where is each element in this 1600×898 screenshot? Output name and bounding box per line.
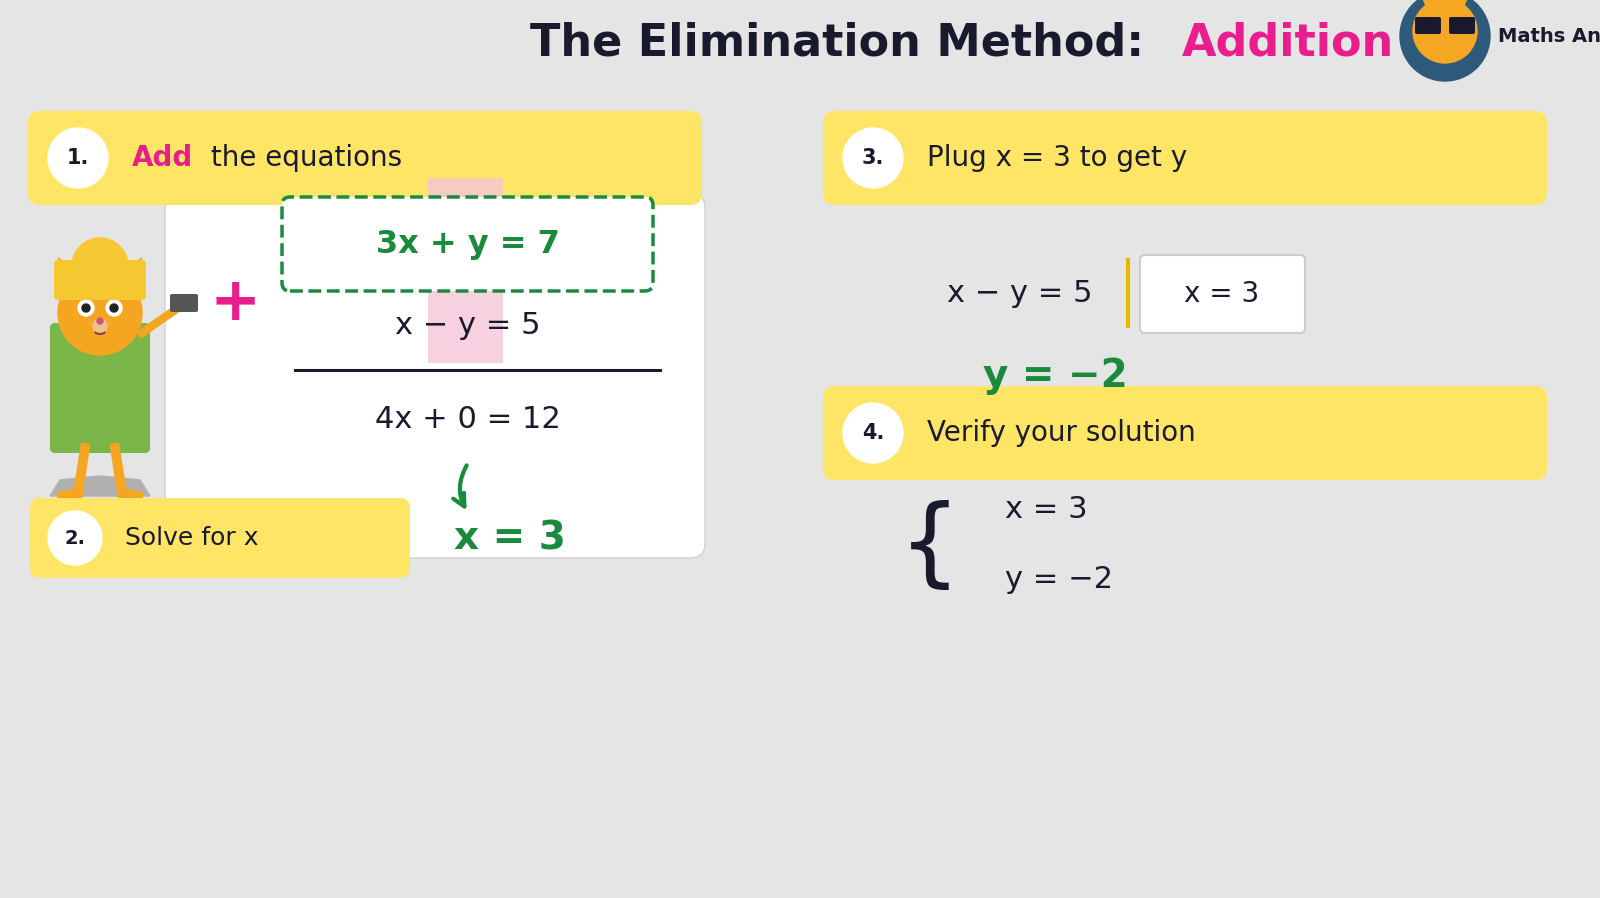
Text: x = 3: x = 3 bbox=[1005, 496, 1088, 524]
FancyBboxPatch shape bbox=[429, 178, 502, 363]
Text: 2.: 2. bbox=[64, 529, 85, 548]
FancyBboxPatch shape bbox=[822, 111, 1547, 205]
Circle shape bbox=[1400, 0, 1490, 81]
FancyBboxPatch shape bbox=[30, 498, 410, 578]
Circle shape bbox=[843, 403, 902, 463]
Circle shape bbox=[82, 304, 90, 312]
Circle shape bbox=[1450, 21, 1461, 31]
Polygon shape bbox=[112, 258, 142, 286]
Text: {: { bbox=[899, 499, 962, 593]
Polygon shape bbox=[1450, 0, 1474, 8]
Text: Add: Add bbox=[131, 144, 194, 172]
Text: Solve for x: Solve for x bbox=[125, 526, 259, 550]
Circle shape bbox=[843, 128, 902, 188]
FancyBboxPatch shape bbox=[1139, 255, 1306, 333]
FancyBboxPatch shape bbox=[822, 386, 1547, 480]
Circle shape bbox=[1432, 23, 1437, 29]
Text: Addition: Addition bbox=[1182, 22, 1394, 65]
FancyBboxPatch shape bbox=[1450, 17, 1475, 34]
Text: y = −2: y = −2 bbox=[1005, 566, 1114, 594]
FancyBboxPatch shape bbox=[50, 323, 150, 453]
Text: y = −2: y = −2 bbox=[982, 357, 1128, 395]
Text: Maths Angel: Maths Angel bbox=[1498, 27, 1600, 46]
FancyBboxPatch shape bbox=[170, 294, 198, 312]
FancyBboxPatch shape bbox=[54, 260, 146, 300]
FancyBboxPatch shape bbox=[165, 193, 706, 558]
Polygon shape bbox=[50, 476, 150, 496]
Circle shape bbox=[48, 511, 102, 565]
Text: +: + bbox=[210, 274, 261, 332]
Text: x − y = 5: x − y = 5 bbox=[395, 312, 541, 340]
FancyArrowPatch shape bbox=[453, 465, 467, 506]
Circle shape bbox=[110, 304, 118, 312]
Circle shape bbox=[1429, 21, 1440, 31]
Text: 4x + 0 = 12: 4x + 0 = 12 bbox=[374, 406, 562, 435]
Text: The Elimination Method:: The Elimination Method: bbox=[530, 22, 1160, 65]
Circle shape bbox=[58, 271, 142, 355]
FancyBboxPatch shape bbox=[1414, 17, 1442, 34]
Circle shape bbox=[98, 318, 102, 324]
Polygon shape bbox=[58, 258, 88, 286]
Circle shape bbox=[1453, 23, 1458, 29]
Circle shape bbox=[72, 238, 128, 294]
Text: 1.: 1. bbox=[67, 148, 90, 168]
Text: 3.: 3. bbox=[862, 148, 885, 168]
Text: Plug x = 3 to get y: Plug x = 3 to get y bbox=[926, 144, 1187, 172]
Circle shape bbox=[93, 319, 107, 333]
Polygon shape bbox=[1418, 0, 1440, 8]
Circle shape bbox=[78, 300, 94, 316]
Text: x = 3: x = 3 bbox=[454, 519, 566, 557]
Circle shape bbox=[48, 128, 109, 188]
Circle shape bbox=[1413, 0, 1477, 63]
Text: 3x + y = 7: 3x + y = 7 bbox=[376, 228, 560, 260]
Text: x = 3: x = 3 bbox=[1184, 280, 1259, 308]
FancyBboxPatch shape bbox=[282, 197, 653, 291]
Text: Verify your solution: Verify your solution bbox=[926, 419, 1195, 447]
Text: the equations: the equations bbox=[202, 144, 402, 172]
Circle shape bbox=[106, 300, 122, 316]
Text: x − y = 5: x − y = 5 bbox=[947, 278, 1093, 307]
Text: 4.: 4. bbox=[862, 423, 885, 443]
FancyBboxPatch shape bbox=[29, 111, 702, 205]
